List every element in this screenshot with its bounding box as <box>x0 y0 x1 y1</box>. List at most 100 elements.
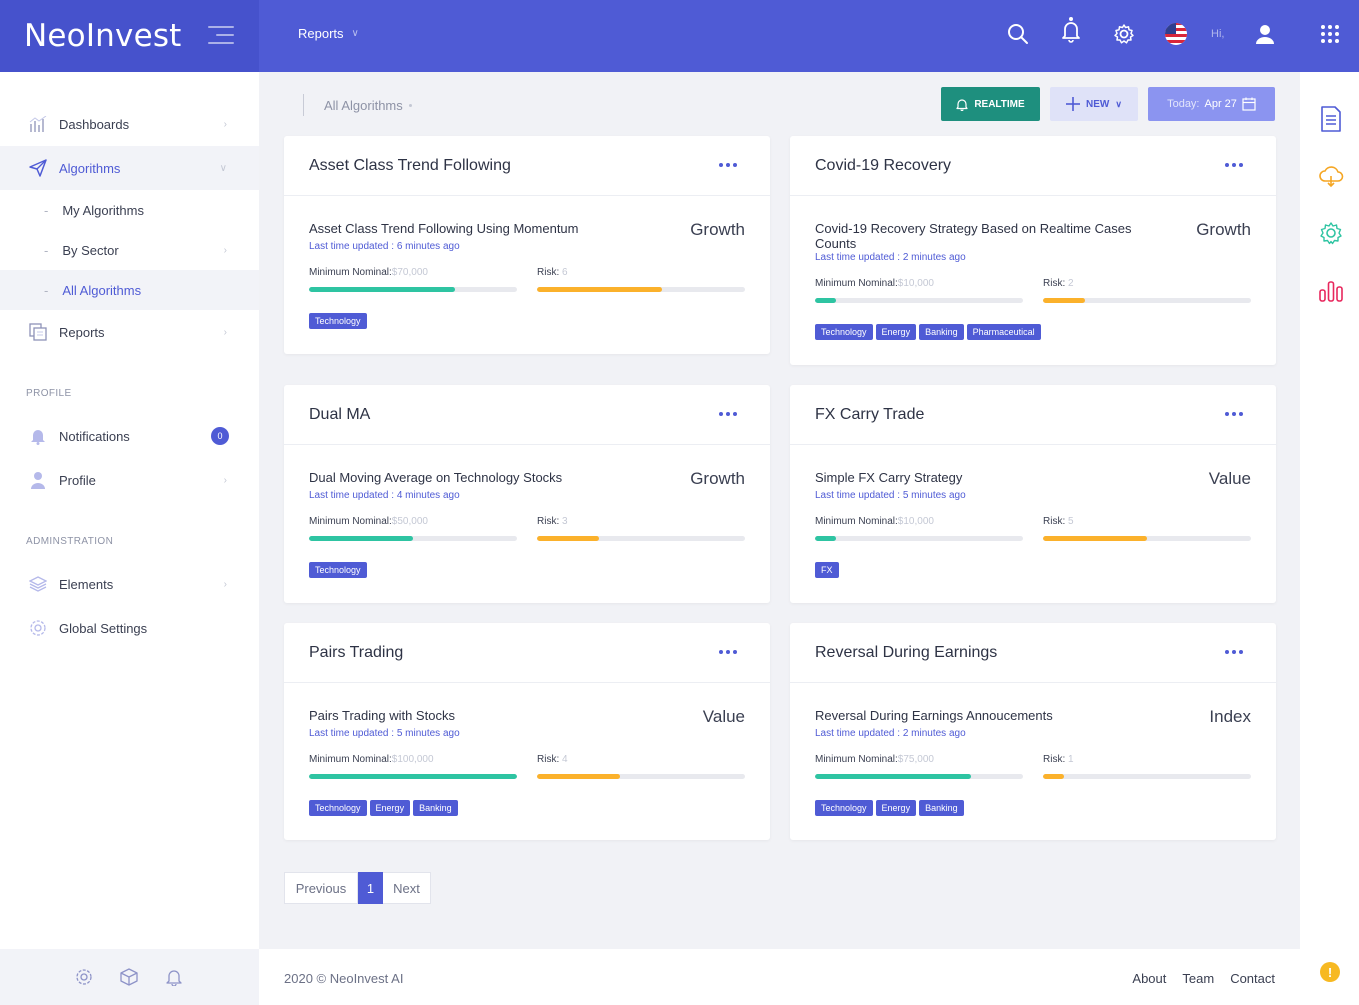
minimum-nominal-value: $70,000 <box>391 267 428 278</box>
algorithm-type: Growth <box>690 220 745 239</box>
risk-label: Risk: 6 <box>537 267 568 278</box>
footer-link-team[interactable]: Team <box>1182 971 1215 986</box>
minimum-nominal-label: Minimum Nominal:$50,000 <box>309 516 428 527</box>
sidebar-item-algorithms[interactable]: Algorithms ∨ <box>0 146 259 190</box>
algorithm-name[interactable]: Simple FX Carry Strategy <box>815 470 963 485</box>
algorithm-card: FX Carry Trade Simple FX Carry Strategy … <box>790 385 1276 603</box>
more-options-icon[interactable] <box>1225 163 1243 167</box>
sector-tag[interactable]: Technology <box>309 313 367 329</box>
algorithm-name[interactable]: Covid-19 Recovery Strategy Based on Real… <box>815 221 1132 251</box>
minimum-nominal-progress-fill <box>815 536 836 541</box>
algorithm-name[interactable]: Reversal During Earnings Annoucements <box>815 708 1053 723</box>
last-updated-text: Last time updated : 5 minutes ago <box>815 490 966 501</box>
copy-icon <box>28 322 48 342</box>
more-options-icon[interactable] <box>1225 650 1243 654</box>
sector-tag[interactable]: Technology <box>309 800 367 816</box>
user-icon[interactable] <box>1253 22 1277 46</box>
bell-icon[interactable] <box>1059 17 1083 43</box>
us-flag-icon[interactable] <box>1164 22 1188 46</box>
algorithm-card: Dual MA Dual Moving Average on Technolog… <box>284 385 770 603</box>
sector-tag[interactable]: Energy <box>875 800 917 816</box>
sidebar-subitem-my-algorithms[interactable]: - My Algorithms <box>44 202 144 218</box>
last-updated-text: Last time updated : 5 minutes ago <box>309 728 460 739</box>
sector-tag[interactable]: Banking <box>413 800 458 816</box>
sector-tag[interactable]: FX <box>815 562 839 578</box>
risk-value: 5 <box>1068 516 1074 527</box>
algorithm-card: Covid-19 Recovery Covid-19 Recovery Stra… <box>790 136 1276 365</box>
sidebar-item-notifications[interactable]: Notifications 0 <box>0 414 259 458</box>
algorithm-name[interactable]: Asset Class Trend Following Using Moment… <box>309 221 579 236</box>
sector-tags: Technology Energy Banking <box>309 800 458 816</box>
greeting-text: Hi, <box>1211 28 1225 40</box>
search-icon[interactable] <box>1006 22 1030 46</box>
page-1-button[interactable]: 1 <box>358 872 383 904</box>
minimum-nominal-value: $100,000 <box>391 754 434 765</box>
sidebar-item-reports[interactable]: Reports › <box>0 310 259 354</box>
card-header: Covid-19 Recovery <box>790 136 1276 196</box>
breadcrumb: All Algorithms <box>303 94 412 116</box>
more-options-icon[interactable] <box>1225 412 1243 416</box>
document-icon[interactable] <box>1318 106 1344 132</box>
sidebar-item-label: Profile <box>59 472 96 488</box>
algorithm-name[interactable]: Pairs Trading with Stocks <box>309 708 455 723</box>
sector-tag[interactable]: Banking <box>919 324 964 340</box>
sector-tag[interactable]: Technology <box>815 324 873 340</box>
minimum-nominal-progress-bar <box>309 287 517 292</box>
realtime-button[interactable]: REALTIME <box>941 87 1040 121</box>
algorithm-type: Index <box>1209 707 1251 726</box>
chevron-down-icon: ∨ <box>1115 98 1122 109</box>
sidebar-item-profile[interactable]: Profile › <box>0 458 259 502</box>
minimum-nominal-progress-bar <box>815 536 1023 541</box>
last-updated-text: Last time updated : 2 minutes ago <box>815 728 966 739</box>
card-title: Reversal During Earnings <box>815 643 998 661</box>
footer-link-contact[interactable]: Contact <box>1230 971 1275 986</box>
minimum-nominal-value: $75,000 <box>897 754 934 765</box>
gear-icon[interactable] <box>74 967 94 987</box>
sidebar-subitem-all-algorithms[interactable]: - All Algorithms <box>0 270 259 310</box>
sector-tag[interactable]: Technology <box>815 800 873 816</box>
cube-icon[interactable] <box>119 967 139 987</box>
sector-tags: Technology Energy Banking Pharmaceutical <box>815 324 1041 340</box>
top-navbar: NeoInvest Reports ∨ Hi, <box>0 0 1359 72</box>
algorithm-type: Growth <box>690 469 745 488</box>
next-page-button[interactable]: Next <box>383 872 431 904</box>
notifications-count-badge: 0 <box>211 427 229 445</box>
gear-icon[interactable] <box>1112 22 1136 46</box>
sector-tag[interactable]: Banking <box>919 800 964 816</box>
sidebar: Dashboards › Algorithms ∨ - My Algorithm… <box>0 72 259 1005</box>
chevron-right-icon: › <box>223 326 227 338</box>
previous-page-button[interactable]: Previous <box>284 872 358 904</box>
card-body: Pairs Trading with Stocks Last time upda… <box>284 683 770 839</box>
bell-icon[interactable] <box>164 967 184 987</box>
new-button[interactable]: NEW ∨ <box>1050 87 1138 121</box>
date-picker-button[interactable]: Today: Apr 27 <box>1148 87 1275 121</box>
sidebar-subitem-by-sector[interactable]: - By Sector › <box>44 242 227 258</box>
brand-logo[interactable]: NeoInvest <box>24 18 182 54</box>
footer-link-about[interactable]: About <box>1132 971 1167 986</box>
more-options-icon[interactable] <box>719 163 737 167</box>
sidebar-toggle-icon[interactable] <box>208 26 234 44</box>
reports-dropdown[interactable]: Reports ∨ <box>298 26 359 41</box>
sidebar-item-dashboards[interactable]: Dashboards › <box>0 102 259 146</box>
sector-tag[interactable]: Pharmaceutical <box>966 324 1041 340</box>
sidebar-item-label: Notifications <box>59 428 130 444</box>
sector-tag[interactable]: Energy <box>369 800 411 816</box>
more-options-icon[interactable] <box>719 412 737 416</box>
sidebar-item-label: Dashboards <box>59 116 130 132</box>
sector-tag[interactable]: Energy <box>875 324 917 340</box>
algorithm-card: Asset Class Trend Following Asset Class … <box>284 136 770 354</box>
minimum-nominal-progress-fill <box>309 774 517 779</box>
algorithm-name[interactable]: Dual Moving Average on Technology Stocks <box>309 470 563 485</box>
cloud-icon[interactable] <box>1318 163 1344 189</box>
sidebar-item-global-settings[interactable]: Global Settings <box>0 606 259 650</box>
help-icon[interactable]: ! <box>1320 962 1340 982</box>
apps-grid-icon[interactable] <box>1318 22 1342 46</box>
breadcrumb-current[interactable]: All Algorithms <box>324 97 403 113</box>
risk-progress-fill <box>1043 774 1064 779</box>
sidebar-item-elements[interactable]: Elements › <box>0 562 259 606</box>
settings-icon[interactable] <box>1318 220 1344 246</box>
bar-chart-icon[interactable] <box>1318 278 1344 304</box>
sector-tag[interactable]: Technology <box>309 562 367 578</box>
more-options-icon[interactable] <box>719 650 737 654</box>
minimum-nominal-value: $10,000 <box>897 278 934 289</box>
